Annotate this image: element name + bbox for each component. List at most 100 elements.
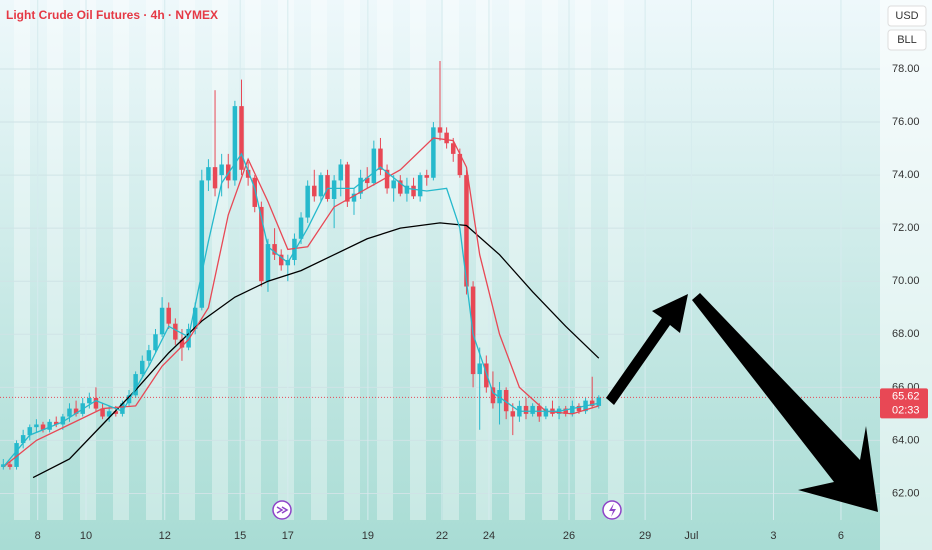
- candle-body: [596, 397, 602, 406]
- candle-body: [252, 177, 257, 207]
- event-icon-glyph: [276, 506, 289, 514]
- candle-body: [305, 185, 310, 218]
- candle-body: [371, 148, 377, 184]
- y-tick-label: 78.00: [892, 63, 920, 75]
- candle-body: [298, 217, 304, 239]
- candle-body: [100, 408, 105, 417]
- candle-body: [272, 244, 277, 255]
- candle-body: [431, 127, 436, 178]
- moving-average: [2, 152, 599, 468]
- session-band: [311, 0, 327, 520]
- last-price-label: 65.62: [892, 390, 920, 402]
- candle-body: [464, 175, 469, 287]
- candle-body: [166, 307, 171, 324]
- candle-body: [411, 185, 416, 197]
- candle-body: [239, 106, 244, 170]
- candle-body: [404, 185, 410, 194]
- candle-body: [576, 405, 582, 412]
- candle-body: [192, 307, 198, 329]
- candle-body: [206, 167, 211, 181]
- candle-body: [87, 397, 92, 404]
- session-band: [410, 0, 426, 520]
- y-tick-label: 68.00: [892, 328, 920, 340]
- x-tick-label: Jul: [684, 530, 698, 542]
- candle-body: [14, 443, 19, 467]
- candle-body: [133, 374, 138, 396]
- candle-body: [20, 435, 26, 444]
- candle-body: [378, 148, 383, 170]
- candle-body: [153, 334, 158, 351]
- arrow-up: [606, 294, 688, 405]
- candle-body: [179, 339, 185, 348]
- unit-button[interactable]: [887, 29, 927, 51]
- candle-body: [398, 180, 403, 194]
- currency[interactable]: USD: [895, 10, 918, 22]
- session-band: [113, 0, 129, 520]
- candle-body: [159, 307, 165, 335]
- candle-body: [510, 411, 516, 417]
- session-band: [14, 0, 30, 520]
- candle-body: [325, 175, 330, 199]
- session-band: [377, 0, 393, 520]
- candle-body: [312, 185, 317, 197]
- candle-body: [7, 464, 13, 467]
- session-band: [476, 0, 492, 520]
- candle-body: [73, 408, 79, 414]
- countdown: 02:33: [892, 404, 920, 416]
- candle-body: [292, 238, 297, 260]
- session-band: [608, 0, 624, 520]
- x-tick-label: 10: [80, 530, 92, 542]
- session-band: [80, 0, 96, 520]
- x-tick-label: 8: [35, 530, 41, 542]
- candle-body: [278, 254, 284, 266]
- candle-body: [543, 408, 549, 417]
- candle-body: [199, 180, 205, 308]
- session-band: [509, 0, 525, 520]
- x-tick-label: 24: [483, 530, 495, 542]
- x-tick-label: 3: [770, 530, 776, 542]
- session-band: [344, 0, 360, 520]
- candle-body: [391, 180, 396, 189]
- candle-body: [186, 328, 191, 348]
- candle-body: [34, 424, 39, 428]
- session-band: [245, 0, 261, 520]
- candle-body: [1, 464, 6, 467]
- x-tick-label: 6: [838, 530, 844, 542]
- x-tick-label: 12: [159, 530, 171, 542]
- candle-body: [563, 408, 568, 414]
- x-tick-label: 19: [362, 530, 374, 542]
- x-tick-label: 29: [639, 530, 651, 542]
- candle-body: [437, 127, 443, 133]
- x-tick-label: 17: [282, 530, 294, 542]
- y-tick-label: 74.00: [892, 169, 920, 181]
- candle-body: [444, 132, 449, 144]
- arrow-down: [692, 293, 878, 512]
- candle-body: [450, 143, 456, 154]
- y-tick-label: 62.00: [892, 487, 920, 499]
- candle-body: [477, 363, 482, 375]
- candle-body: [245, 169, 251, 178]
- x-tick-label: 15: [234, 530, 246, 542]
- unit[interactable]: BLL: [897, 34, 917, 46]
- session-band: [179, 0, 195, 520]
- candle-body: [259, 206, 264, 282]
- moving-average: [2, 137, 599, 468]
- candle-body: [93, 397, 99, 409]
- candle-body: [484, 363, 489, 388]
- candle-body: [67, 408, 72, 417]
- candle-body: [318, 175, 324, 197]
- session-band: [47, 0, 63, 520]
- candle-body: [212, 167, 218, 189]
- session-band: [212, 0, 228, 520]
- last-price-box: [880, 388, 928, 419]
- session-band: [146, 0, 162, 520]
- candle-body: [351, 193, 357, 202]
- candle-body: [530, 405, 535, 414]
- candle-body: [232, 106, 238, 181]
- currency-button[interactable]: [887, 5, 927, 27]
- candle-body: [384, 169, 390, 189]
- candle-body: [219, 164, 224, 176]
- session-band: [575, 0, 591, 520]
- candle-body: [503, 390, 509, 412]
